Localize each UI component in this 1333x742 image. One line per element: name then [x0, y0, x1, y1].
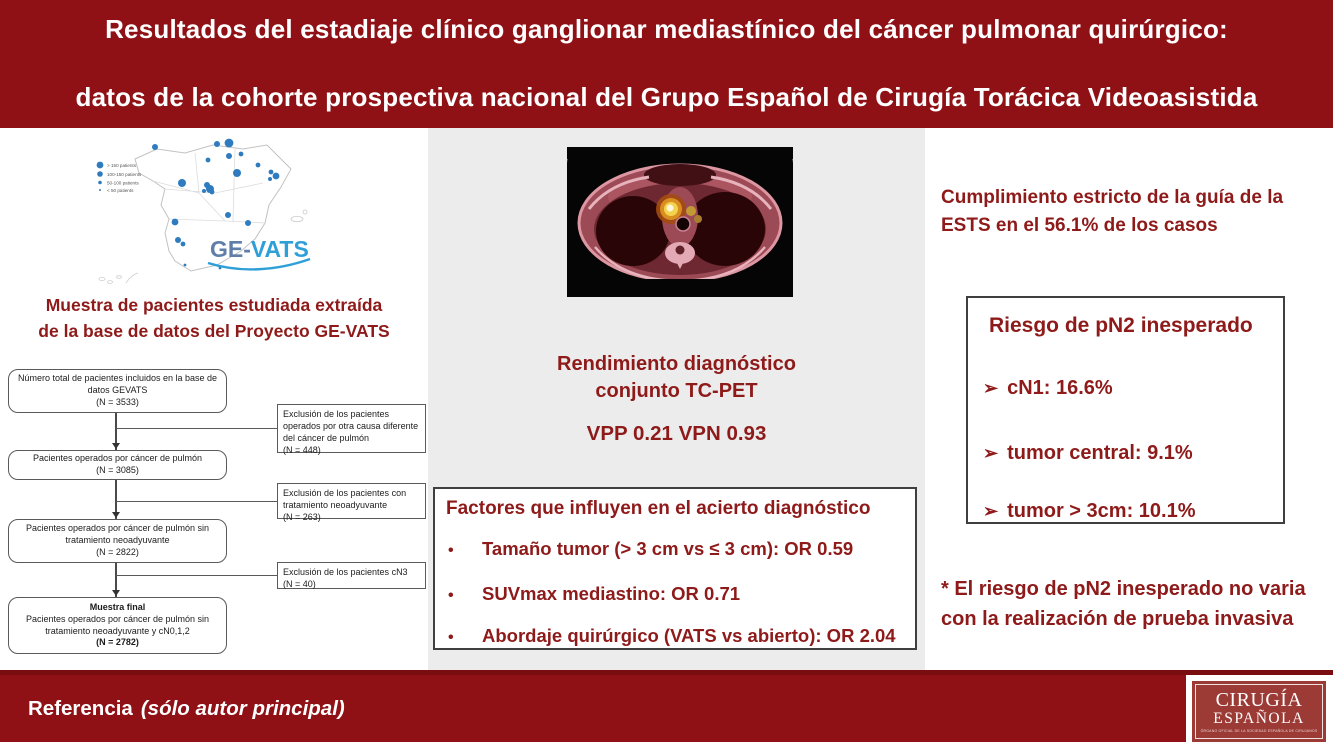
- flowchart-branch-3: [116, 575, 277, 577]
- factor-item-tumor-size-text: Tamaño tumor (> 3 cm vs ≤ 3 cm): OR 0.59: [482, 538, 854, 559]
- ests-compliance-line-1: Cumplimiento estricto de la guía de la: [941, 187, 1284, 208]
- flowchart-exclusion-cn3-text: Exclusión de los pacientes cN3: [283, 567, 408, 577]
- gevats-logo-swoosh: [207, 257, 311, 271]
- factor-item-approach-text: Abordaje quirúrgico (VATS vs abierto): O…: [482, 625, 896, 646]
- bullet-icon: •: [448, 587, 454, 604]
- gevats-logo: GE-VATS: [207, 236, 311, 271]
- pn2-risk-title: Riesgo de pN2 inesperado: [989, 314, 1253, 337]
- flowchart-box-no-neoadjuvant-text: Pacientes operados por cáncer de pulmón …: [25, 523, 210, 546]
- pet-ct-scan-image: [567, 147, 793, 297]
- arrowhead-bullet-icon: ➢: [983, 501, 999, 521]
- flowchart-box-total: Número total de pacientes incluidos en l…: [8, 369, 227, 413]
- flowchart-exclusion-other-cause-n: (N = 448): [283, 445, 321, 456]
- risk-item-cn1-text: cN1: 16.6%: [1007, 377, 1113, 399]
- bullet-icon: •: [448, 542, 454, 559]
- gevats-logo-vats: VATS: [251, 236, 309, 262]
- risk-item-tumor-size-text: tumor > 3cm: 10.1%: [1007, 500, 1196, 522]
- gevats-logo-ge: GE-: [210, 236, 251, 262]
- map-centre-dots: [152, 138, 280, 270]
- flowchart-branch-1: [116, 428, 277, 430]
- factor-item-approach: • Abordaje quirúrgico (VATS vs abierto):…: [448, 625, 896, 647]
- factor-item-tumor-size: • Tamaño tumor (> 3 cm vs ≤ 3 cm): OR 0.…: [448, 538, 853, 560]
- invasive-test-footnote-line-1: * El riesgo de pN2 inesperado no varia: [941, 578, 1306, 600]
- legend-item-4: < 50 patients: [107, 188, 134, 193]
- factor-item-suvmax-text: SUVmax mediastino: OR 0.71: [482, 583, 741, 604]
- flowchart-box-total-text: Número total de pacientes incluidos en l…: [17, 373, 218, 396]
- reference-label: Referencia: [28, 696, 133, 720]
- sample-heading: Muestra de pacientes estudiada extraída …: [4, 292, 424, 345]
- flowchart-box-operated: Pacientes operados por cáncer de pulmón …: [8, 450, 227, 480]
- diagnostic-performance-heading: Rendimiento diagnóstico conjunto TC-PET: [428, 351, 925, 405]
- flowchart-box-no-neoadjuvant-n: (N = 2822): [96, 546, 139, 557]
- risk-item-tumor-size: ➢ tumor > 3cm: 10.1%: [983, 500, 1196, 523]
- title-line-2: datos de la cohorte prospectiva nacional…: [75, 82, 1258, 112]
- svg-text:GE-VATS: GE-VATS: [210, 236, 309, 262]
- factor-item-suvmax: • SUVmax mediastino: OR 0.71: [448, 583, 740, 605]
- flowchart-box-final-sample: Muestra final Pacientes operados por cán…: [8, 597, 227, 654]
- spain-recruitment-map: > 150 patients 100-150 patients 50-100 p…: [88, 133, 328, 295]
- arrowhead-bullet-icon: ➢: [983, 443, 999, 463]
- flowchart-exclusion-neoadjuvant-n: (N = 263): [283, 512, 321, 523]
- flowchart-arrowhead-3: [111, 590, 120, 596]
- flowchart-exclusion-other-cause: Exclusión de los pacientes operados por …: [277, 404, 426, 456]
- flowchart-exclusion-cn3-n: (N = 40): [283, 579, 316, 590]
- title-banner: Resultados del estadiaje clínico ganglio…: [0, 0, 1333, 128]
- factors-box: Factores que influyen en el acierto diag…: [433, 487, 917, 650]
- flowchart-box-final-sample-title: Muestra final: [89, 602, 146, 613]
- flowchart-exclusion-neoadjuvant-text: Exclusión de los pacientes con tratamien…: [283, 488, 407, 511]
- title-line-1: Resultados del estadiaje clínico ganglio…: [105, 14, 1228, 44]
- pn2-risk-box: Riesgo de pN2 inesperado ➢ cN1: 16.6% ➢ …: [966, 296, 1285, 524]
- legend-item-3: 50-100 patients: [107, 181, 139, 186]
- ests-compliance-text: Cumplimiento estricto de la guía de la E…: [941, 184, 1315, 239]
- sample-heading-line-2: de la base de datos del Proyecto GE-VATS: [38, 321, 390, 342]
- factors-box-title: Factores que influyen en el acierto diag…: [446, 498, 871, 519]
- flowchart-branch-2: [116, 501, 277, 503]
- invasive-test-footnote: * El riesgo de pN2 inesperado no varia c…: [941, 574, 1331, 634]
- reference-note: (sólo autor principal): [140, 696, 345, 720]
- flowchart-exclusion-cn3: Exclusión de los pacientes cN3 (N = 40): [277, 562, 426, 589]
- cirugia-espanola-journal-logo: CIRUGÍA ESPAÑOLA ÓRGANO OFICIAL DE LA SO…: [1192, 681, 1326, 742]
- flowchart-box-operated-n: (N = 3085): [96, 465, 139, 475]
- flowchart-arrowhead-1: [111, 443, 120, 449]
- sample-heading-line-1: Muestra de pacientes estudiada extraída: [45, 295, 383, 315]
- diagnostic-performance-line-1: Rendimiento diagnóstico: [557, 353, 796, 375]
- pet-ct-scan-graphic: [567, 147, 793, 297]
- canary-islands-graphic: [98, 272, 139, 284]
- footer-divider-line: [0, 670, 1333, 675]
- bullet-icon: •: [448, 629, 454, 646]
- flowchart-exclusion-neoadjuvant: Exclusión de los pacientes con tratamien…: [277, 483, 426, 522]
- risk-item-central-tumor: ➢ tumor central: 9.1%: [983, 442, 1193, 465]
- risk-item-cn1: ➢ cN1: 16.6%: [983, 377, 1113, 400]
- flowchart-box-final-sample-text: Pacientes operados por cáncer de pulmón …: [25, 613, 210, 636]
- invasive-test-footnote-line-2: con la realización de prueba invasiva: [941, 608, 1294, 630]
- journal-logo-frame: CIRUGÍA ESPAÑOLA ÓRGANO OFICIAL DE LA SO…: [1195, 684, 1323, 739]
- flowchart-vertical-connector: [115, 412, 117, 597]
- risk-item-central-tumor-text: tumor central: 9.1%: [1007, 442, 1193, 464]
- legend-item-2: 100-150 patients: [107, 172, 142, 177]
- flowchart-box-no-neoadjuvant: Pacientes operados por cáncer de pulmón …: [8, 519, 227, 563]
- journal-tagline: ÓRGANO OFICIAL DE LA SOCIEDAD ESPAÑOLA D…: [1200, 729, 1318, 734]
- flowchart-exclusion-other-cause-text: Exclusión de los pacientes operados por …: [283, 409, 419, 444]
- flowchart-box-operated-text: Pacientes operados por cáncer de pulmón: [32, 453, 203, 464]
- vpp-vpn-values: VPP 0.21 VPN 0.93: [586, 422, 767, 445]
- journal-name-line-1: CIRUGÍA: [1215, 688, 1303, 711]
- map-legend: > 150 patients 100-150 patients 50-100 p…: [96, 161, 142, 193]
- flowchart-box-total-n: (N = 3533): [96, 396, 139, 407]
- flowchart-box-final-sample-n: (N = 2782): [96, 637, 139, 648]
- reference-footer: Referencia (sólo autor principal): [0, 675, 1186, 742]
- spain-map-graphic: > 150 patients 100-150 patients 50-100 p…: [96, 138, 311, 284]
- diagnostic-performance-line-2: conjunto TC-PET: [595, 380, 758, 402]
- arrowhead-bullet-icon: ➢: [983, 378, 999, 398]
- flowchart-arrowhead-2: [111, 512, 120, 518]
- journal-name-line-2: ESPAÑOLA: [1213, 709, 1305, 727]
- ests-compliance-line-2: ESTS en el 56.1% de los casos: [941, 214, 1218, 236]
- legend-item-1: > 150 patients: [107, 163, 137, 168]
